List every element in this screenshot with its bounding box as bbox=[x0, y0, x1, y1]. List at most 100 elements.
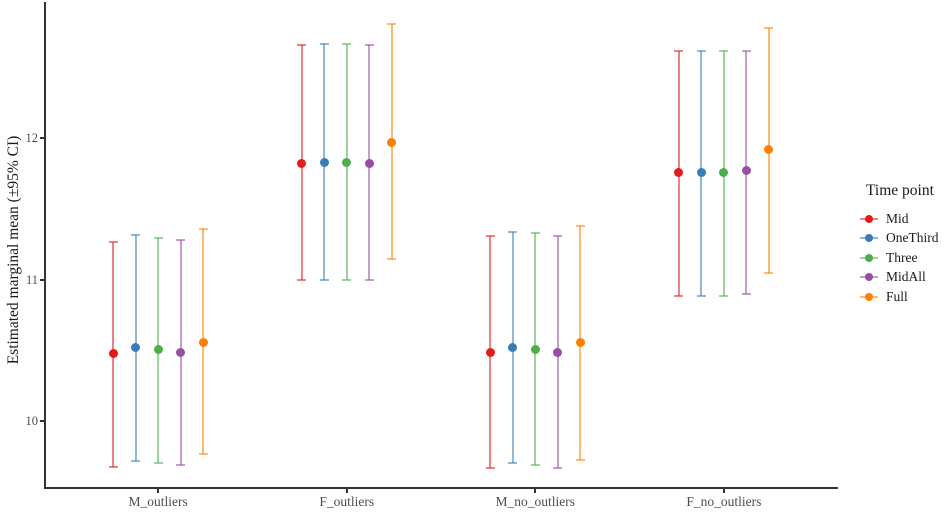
x-tick-mark bbox=[157, 489, 160, 493]
legend-key-dot bbox=[865, 292, 873, 301]
mean-point-Full-M_outliers bbox=[198, 337, 208, 347]
ci-cap-top-Full-F_no_outliers bbox=[764, 27, 774, 30]
legend-entry-Mid: Mid bbox=[856, 209, 938, 229]
legend-entry-MidAll: MidAll bbox=[856, 268, 938, 288]
mean-point-MidAll-F_outliers bbox=[364, 159, 374, 169]
legend-key-icon bbox=[860, 288, 878, 306]
x-tick-mark bbox=[722, 489, 725, 493]
ci-cap-top-Mid-F_outliers bbox=[297, 44, 307, 47]
ci-cap-top-Mid-F_no_outliers bbox=[674, 49, 684, 52]
y-tick-mark bbox=[40, 278, 44, 281]
ci-cap-bottom-OneThird-M_no_outliers bbox=[508, 461, 518, 464]
x-tick-label: M_outliers bbox=[128, 494, 188, 509]
legend-key-dot bbox=[865, 253, 873, 262]
mean-point-Mid-F_no_outliers bbox=[674, 167, 684, 177]
ci-cap-top-Three-F_no_outliers bbox=[719, 49, 729, 52]
mean-point-OneThird-F_no_outliers bbox=[696, 167, 706, 177]
ci-cap-bottom-MidAll-F_outliers bbox=[364, 278, 374, 281]
ci-cap-bottom-Full-F_outliers bbox=[387, 257, 397, 260]
legend-entry-OneThird: OneThird bbox=[856, 229, 938, 249]
y-tick-label: 10 bbox=[25, 414, 39, 429]
y-tick-mark bbox=[40, 137, 44, 140]
ci-cap-top-Three-F_outliers bbox=[342, 42, 352, 45]
ci-cap-bottom-Three-F_no_outliers bbox=[719, 294, 729, 297]
ci-cap-bottom-OneThird-F_no_outliers bbox=[696, 294, 706, 297]
legend-key-icon bbox=[860, 229, 878, 247]
mean-point-Three-F_no_outliers bbox=[719, 167, 729, 177]
y-tick-label: 12 bbox=[25, 131, 39, 146]
ci-cap-bottom-OneThird-M_outliers bbox=[131, 460, 141, 463]
legend-key-icon bbox=[860, 249, 878, 267]
ci-cap-bottom-MidAll-M_outliers bbox=[176, 464, 186, 467]
legend-key-dot bbox=[865, 214, 873, 223]
y-axis-title: Estimated marginal mean (±95% CI) bbox=[5, 135, 22, 365]
mean-point-Three-F_outliers bbox=[342, 158, 352, 167]
ci-cap-top-Full-M_no_outliers bbox=[575, 225, 585, 228]
ci-cap-top-Mid-M_no_outliers bbox=[485, 235, 495, 238]
ci-cap-top-OneThird-F_no_outliers bbox=[696, 49, 706, 52]
mean-point-Mid-M_no_outliers bbox=[485, 347, 495, 357]
legend-label: Mid bbox=[886, 210, 909, 226]
mean-point-OneThird-F_outliers bbox=[319, 158, 329, 167]
ci-cap-top-Full-F_outliers bbox=[387, 22, 397, 25]
mean-point-Full-M_no_outliers bbox=[575, 337, 585, 347]
x-tick-label: M_no_outliers bbox=[495, 494, 576, 509]
ci-cap-top-Three-M_outliers bbox=[153, 236, 163, 239]
legend-entries: Mid OneThird Three MidAll Full bbox=[856, 209, 938, 307]
ci-cap-bottom-MidAll-F_no_outliers bbox=[741, 293, 751, 296]
y-tick-mark bbox=[40, 420, 44, 423]
ci-cap-top-MidAll-F_no_outliers bbox=[741, 49, 751, 52]
ci-cap-bottom-Mid-F_no_outliers bbox=[674, 294, 684, 297]
ci-cap-bottom-Mid-M_outliers bbox=[108, 465, 118, 468]
x-tick-mark bbox=[534, 489, 537, 493]
ci-cap-bottom-MidAll-M_no_outliers bbox=[553, 467, 563, 470]
mean-point-Full-F_no_outliers bbox=[764, 145, 774, 155]
mean-point-Mid-F_outliers bbox=[297, 159, 307, 169]
ci-cap-top-OneThird-M_no_outliers bbox=[508, 230, 518, 233]
legend-key-dot bbox=[865, 273, 873, 282]
ci-cap-bottom-Three-M_outliers bbox=[153, 461, 163, 464]
x-tick-label: F_outliers bbox=[319, 494, 375, 509]
ci-cap-bottom-Full-M_outliers bbox=[198, 453, 208, 456]
legend-key-icon bbox=[860, 210, 878, 228]
legend-label: Full bbox=[886, 288, 908, 304]
ci-cap-bottom-Mid-F_outliers bbox=[297, 278, 307, 281]
y-tick-label: 11 bbox=[25, 272, 38, 287]
legend-label: OneThird bbox=[886, 230, 939, 246]
ci-cap-top-Full-M_outliers bbox=[198, 228, 208, 231]
ci-cap-top-Three-M_no_outliers bbox=[530, 232, 540, 235]
ci-cap-bottom-OneThird-F_outliers bbox=[319, 278, 329, 281]
mean-point-OneThird-M_outliers bbox=[131, 343, 141, 353]
x-tick-label: F_no_outliers bbox=[686, 494, 762, 509]
ci-cap-top-MidAll-M_no_outliers bbox=[553, 235, 563, 238]
x-axis-line bbox=[44, 487, 838, 489]
mean-point-Three-M_no_outliers bbox=[530, 344, 540, 354]
ci-cap-top-OneThird-F_outliers bbox=[319, 42, 329, 45]
legend-key-dot bbox=[865, 234, 873, 243]
mean-point-OneThird-M_no_outliers bbox=[508, 343, 518, 353]
legend: Time point Mid OneThird Three MidAll Full bbox=[856, 182, 938, 307]
mean-point-Three-M_outliers bbox=[153, 344, 163, 354]
legend-label: MidAll bbox=[886, 269, 926, 285]
mean-point-MidAll-M_no_outliers bbox=[553, 347, 563, 357]
ci-cap-bottom-Full-F_no_outliers bbox=[764, 271, 774, 274]
ci-cap-top-MidAll-F_outliers bbox=[364, 44, 374, 47]
legend-title: Time point bbox=[866, 182, 934, 199]
ci-cap-bottom-Full-M_no_outliers bbox=[575, 458, 585, 461]
ci-cap-bottom-Mid-M_no_outliers bbox=[485, 467, 495, 470]
legend-label: Three bbox=[886, 249, 918, 265]
legend-entry-Full: Full bbox=[856, 287, 938, 307]
mean-point-Mid-M_outliers bbox=[108, 349, 118, 359]
ci-cap-bottom-Three-M_no_outliers bbox=[530, 464, 540, 467]
legend-entry-Three: Three bbox=[856, 248, 938, 268]
ci-cap-top-Mid-M_outliers bbox=[108, 240, 118, 243]
ci-cap-top-MidAll-M_outliers bbox=[176, 239, 186, 242]
mean-point-MidAll-F_no_outliers bbox=[741, 166, 751, 176]
y-axis-line bbox=[44, 2, 46, 489]
mean-point-MidAll-M_outliers bbox=[176, 347, 186, 357]
x-tick-mark bbox=[345, 489, 348, 493]
ci-cap-bottom-Three-F_outliers bbox=[342, 278, 352, 281]
mean-point-Full-F_outliers bbox=[387, 138, 397, 148]
legend-key-icon bbox=[860, 268, 878, 286]
